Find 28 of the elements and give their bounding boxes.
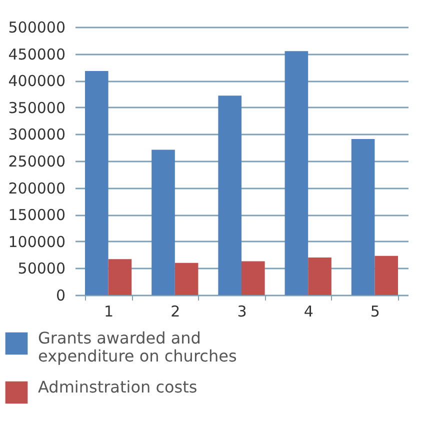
bar bbox=[84, 70, 108, 295]
y-tick-label: 100000 bbox=[8, 232, 66, 251]
y-tick-label: 0 bbox=[56, 286, 66, 304]
bar bbox=[374, 256, 398, 295]
bar bbox=[308, 257, 332, 295]
legend-label: Adminstration costs bbox=[38, 378, 198, 396]
y-tick-label: 400000 bbox=[8, 72, 66, 90]
bar bbox=[351, 139, 375, 295]
y-tick-label: 350000 bbox=[8, 98, 66, 117]
legend-label: Grants awarded and expenditure on churches bbox=[38, 328, 237, 366]
x-tick-label: 4 bbox=[304, 302, 314, 320]
bar bbox=[174, 262, 198, 295]
y-tick-label: 150000 bbox=[8, 206, 66, 224]
bar bbox=[108, 259, 132, 295]
y-tick-label: 200000 bbox=[8, 179, 66, 198]
y-tick-label: 500000 bbox=[8, 18, 66, 36]
y-tick-label: 300000 bbox=[8, 126, 66, 144]
y-tick-label: 250000 bbox=[8, 152, 66, 170]
x-tick-label: 1 bbox=[104, 302, 114, 320]
x-tick-label: 2 bbox=[170, 302, 180, 320]
bar bbox=[218, 96, 242, 295]
bar bbox=[152, 150, 175, 295]
bar bbox=[242, 261, 265, 295]
y-tick-label: 450000 bbox=[8, 45, 66, 64]
bar bbox=[284, 51, 308, 295]
x-tick-label: 3 bbox=[237, 302, 247, 320]
x-tick-label: 5 bbox=[370, 302, 380, 320]
y-tick-label: 50000 bbox=[18, 260, 66, 278]
